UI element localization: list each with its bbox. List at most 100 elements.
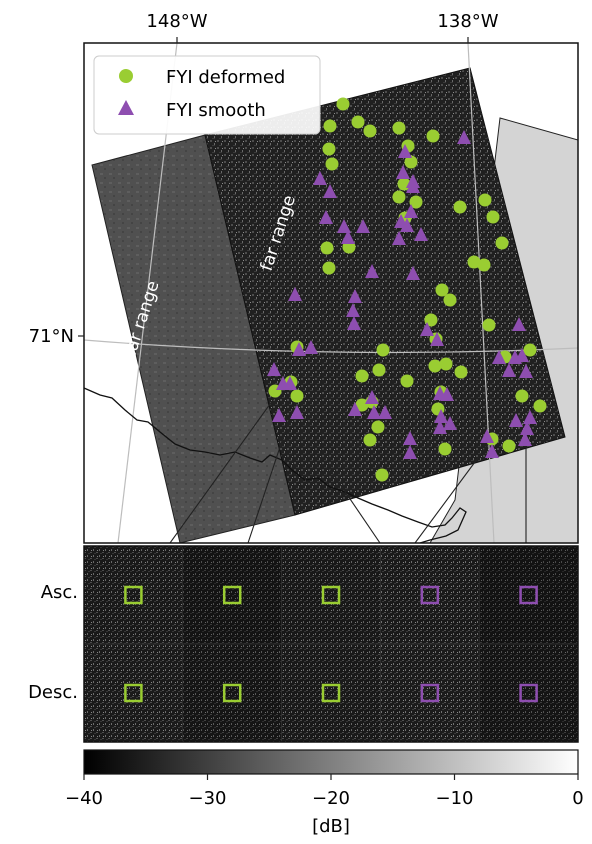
fyi-deformed-point [322,261,336,275]
fyi-smooth-point [290,405,304,419]
fyi-smooth-point [440,387,454,401]
fyi-deformed-point [478,193,492,207]
fyi-smooth-point [367,405,381,419]
colorbar-ticks: −40 −30 −20 −10 0 [65,774,584,809]
fyi-smooth-point [519,364,533,378]
coastline [84,387,467,543]
fyi-smooth-point [403,445,417,459]
colorbar-tick-label: −20 [312,788,350,809]
sample-box [420,683,440,703]
fyi-smooth-point [348,402,362,416]
fyi-deformed-point [371,420,385,434]
fyi-smooth-point [512,317,526,331]
fyi-smooth-point [508,350,522,364]
fyi-deformed-point [443,293,457,307]
legend-label-deformed: FYI deformed [166,67,285,88]
legend: FYI deformed FYI smooth [93,55,321,135]
fyi-deformed-point [435,283,449,297]
fyi-smooth-point [523,410,537,424]
fyi-smooth-point [356,219,370,233]
tile-panel [84,546,578,742]
fyi-deformed-point [477,258,491,272]
fyi-deformed-point [351,115,365,129]
sample-box [124,585,143,605]
fyi-smooth-point [267,362,281,376]
sample-box [321,683,341,703]
sample-box [519,683,538,703]
fyi-deformed-point [439,357,453,371]
map-frame [83,42,579,544]
map: near range far range [84,43,578,543]
fyi-deformed-point [323,119,337,133]
sample-box [420,585,440,605]
fyi-deformed-point [376,343,390,357]
row-label-asc: Asc. [41,582,78,603]
colorbar-tick-label: −30 [189,788,227,809]
fyi-smooth-point [304,340,318,354]
fyi-smooth-point [319,210,333,224]
fyi-smooth-point [378,405,392,419]
fyi-smooth-point [406,266,420,280]
fyi-smooth-point [480,429,494,443]
image-tile [478,643,578,742]
fyi-deformed-point [502,439,516,453]
fyi-deformed-point [392,190,406,204]
sample-box [222,683,242,703]
fyi-deformed-point [404,155,418,169]
colorbar-tick-label: −10 [436,788,474,809]
fyi-deformed-point [363,433,377,447]
fyi-deformed-point [325,157,339,171]
fyi-smooth-point [492,350,506,364]
fyi-deformed-point [336,97,350,111]
fyi-smooth-point [502,363,516,377]
fyi-deformed-point [426,129,440,143]
fyi-smooth-points [267,130,537,459]
leader-lines [169,385,527,543]
image-tile [84,546,184,645]
fyi-deformed-point [495,236,509,250]
fyi-smooth-point [403,431,417,445]
fyi-deformed-point [482,318,496,332]
fyi-deformed-point [533,399,547,413]
image-tile [380,643,480,742]
fyi-deformed-point [454,365,468,379]
fyi-deformed-point [400,374,414,388]
lat-label-71n: 71°N [29,326,74,347]
fyi-deformed-point [372,363,386,377]
legend-triangle-marker [118,100,134,115]
colorbar-tick-label: −40 [65,788,103,809]
image-tile [281,546,381,645]
fyi-smooth-point [434,409,448,423]
legend-label-smooth: FYI smooth [166,100,266,121]
legend-circle-marker [119,69,133,83]
image-tile [84,643,184,742]
fyi-deformed-point [438,442,452,456]
fyi-smooth-point [430,332,444,346]
fyi-smooth-point [323,184,337,198]
image-tile [182,546,282,645]
image-tile [182,643,282,742]
fyi-smooth-point [346,303,360,317]
fyi-smooth-point [433,420,447,434]
sample-box [321,585,341,605]
fyi-smooth-point [288,287,302,301]
fyi-deformed-point [409,195,423,209]
tile-panel-frame [83,545,579,743]
fyi-deformed-points [268,97,547,482]
fyi-smooth-point [509,413,523,427]
fyi-smooth-point [443,416,457,430]
fyi-deformed-point [322,142,336,156]
map-ticks [78,37,469,337]
colorbar-tick-label: 0 [572,788,583,809]
sample-box [222,585,242,605]
fyi-deformed-point [392,121,406,135]
fyi-deformed-point [355,369,369,383]
fyi-deformed-point [320,241,334,255]
lon-label-138w: 138°W [437,11,498,32]
fyi-smooth-point [457,130,471,144]
fyi-smooth-point [341,230,355,244]
fyi-deformed-point [523,343,537,357]
fyi-deformed-point [375,468,389,482]
fyi-smooth-point [485,444,499,458]
